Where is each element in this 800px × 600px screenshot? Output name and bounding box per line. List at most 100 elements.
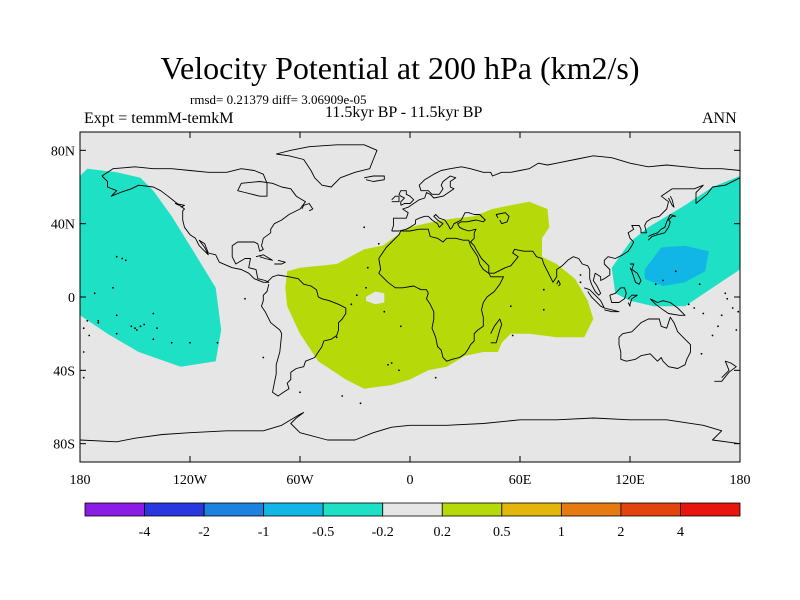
island-49 <box>726 297 729 300</box>
strong-negative-anomaly-philippine-sea <box>644 245 709 286</box>
coastline-6 <box>80 412 740 445</box>
colorbar-swatch <box>680 502 741 517</box>
island-15 <box>693 307 696 309</box>
island-28 <box>387 363 389 366</box>
island-6 <box>156 327 158 330</box>
island-62 <box>82 351 85 353</box>
colorbar-swatch <box>203 502 265 517</box>
island-21 <box>244 297 246 300</box>
coastline-0 <box>101 166 306 283</box>
coastline-23 <box>301 203 314 212</box>
colorbar-swatch <box>382 502 443 517</box>
island-12 <box>711 334 714 337</box>
island-50 <box>731 307 734 309</box>
colorbar-label: -0.5 <box>312 525 334 540</box>
island-24 <box>377 242 380 245</box>
coastline-9 <box>647 214 677 241</box>
coastline-11 <box>604 307 620 313</box>
island-41 <box>152 338 155 341</box>
season-label: ANN <box>702 110 737 127</box>
island-13 <box>717 325 719 328</box>
island-22 <box>262 356 265 359</box>
coastline-21 <box>274 259 286 265</box>
y-tick-label: 80S <box>53 438 75 453</box>
colorbar-swatch <box>84 502 145 517</box>
island-38 <box>189 341 191 344</box>
island-39 <box>216 341 219 344</box>
neutral-hole-gulf-of-guinea <box>366 291 385 305</box>
colorbar-swatch <box>560 502 622 517</box>
island-36 <box>97 319 100 322</box>
island-32 <box>542 288 545 291</box>
coastline-2 <box>378 228 504 362</box>
island-34 <box>579 281 582 284</box>
island-18 <box>654 283 657 286</box>
island-53 <box>390 362 393 364</box>
x-tick-label: 60W <box>286 473 314 488</box>
coastline-1 <box>261 274 347 397</box>
coastline-25 <box>495 212 510 225</box>
y-tick-label: 80N <box>51 144 75 159</box>
stats-label: rmsd= 0.21379 diff= 3.06909e-05 <box>190 92 367 107</box>
island-46 <box>115 314 118 317</box>
island-58 <box>335 336 338 339</box>
coastline-20 <box>255 254 273 261</box>
island-44 <box>130 325 133 328</box>
coastline-13 <box>627 294 638 307</box>
colorbar-label: -4 <box>139 525 151 540</box>
coastline-15 <box>629 263 642 285</box>
island-64 <box>700 352 703 355</box>
experiment-label: Expt = temmM-temkM <box>84 110 234 127</box>
island-47 <box>93 292 96 295</box>
island-20 <box>698 283 701 286</box>
colorbar-label: -2 <box>198 525 210 540</box>
colorbar-label: 1 <box>558 525 565 540</box>
island-33 <box>579 274 582 276</box>
colorbar-label: 4 <box>677 525 684 540</box>
coastline-18 <box>714 360 737 382</box>
x-tick-label: 180 <box>70 473 91 488</box>
axis-ticks: 180 120W 60W 0 60E 120E 180 80N 40N 0 40S 80S <box>51 132 751 488</box>
island-52 <box>720 314 723 317</box>
island-60 <box>355 294 358 297</box>
colorbar-label: -1 <box>258 525 270 540</box>
island-45 <box>112 286 114 289</box>
island-31 <box>509 305 512 308</box>
island-57 <box>359 402 362 405</box>
island-4 <box>143 323 146 326</box>
island-8 <box>97 321 100 324</box>
island-3 <box>134 327 136 330</box>
island-48 <box>724 292 727 295</box>
colorbar-swatch <box>144 502 205 517</box>
y-tick-label: 40N <box>51 218 75 233</box>
island-19 <box>662 279 664 282</box>
island-43 <box>135 329 138 331</box>
negative-anomaly-north-pacific <box>80 168 222 367</box>
shaded-regions <box>80 168 740 389</box>
island-25 <box>366 266 369 269</box>
island-17 <box>674 270 677 273</box>
island-54 <box>398 369 400 372</box>
coastline-3 <box>391 155 740 296</box>
colorbar-swatch <box>501 502 562 517</box>
island-42 <box>139 325 142 328</box>
x-tick-label: 120W <box>173 473 208 488</box>
coastline-7 <box>398 190 415 206</box>
x-tick-label: 60E <box>509 473 532 488</box>
island-10 <box>88 334 91 337</box>
colorbar-label: 2 <box>617 525 624 540</box>
island-0 <box>121 257 124 260</box>
island-55 <box>299 391 301 394</box>
colorbar-swatch <box>263 502 324 517</box>
coastline-24 <box>668 195 675 208</box>
island-26 <box>399 325 402 328</box>
colorbar-label: 0.2 <box>434 525 452 540</box>
coastline-5 <box>276 144 378 188</box>
island-63 <box>82 376 85 379</box>
island-1 <box>124 259 127 262</box>
x-tick-label: 120E <box>615 473 645 488</box>
coastline-4 <box>618 316 691 369</box>
island-51 <box>737 310 740 313</box>
coastline-17 <box>556 280 561 287</box>
